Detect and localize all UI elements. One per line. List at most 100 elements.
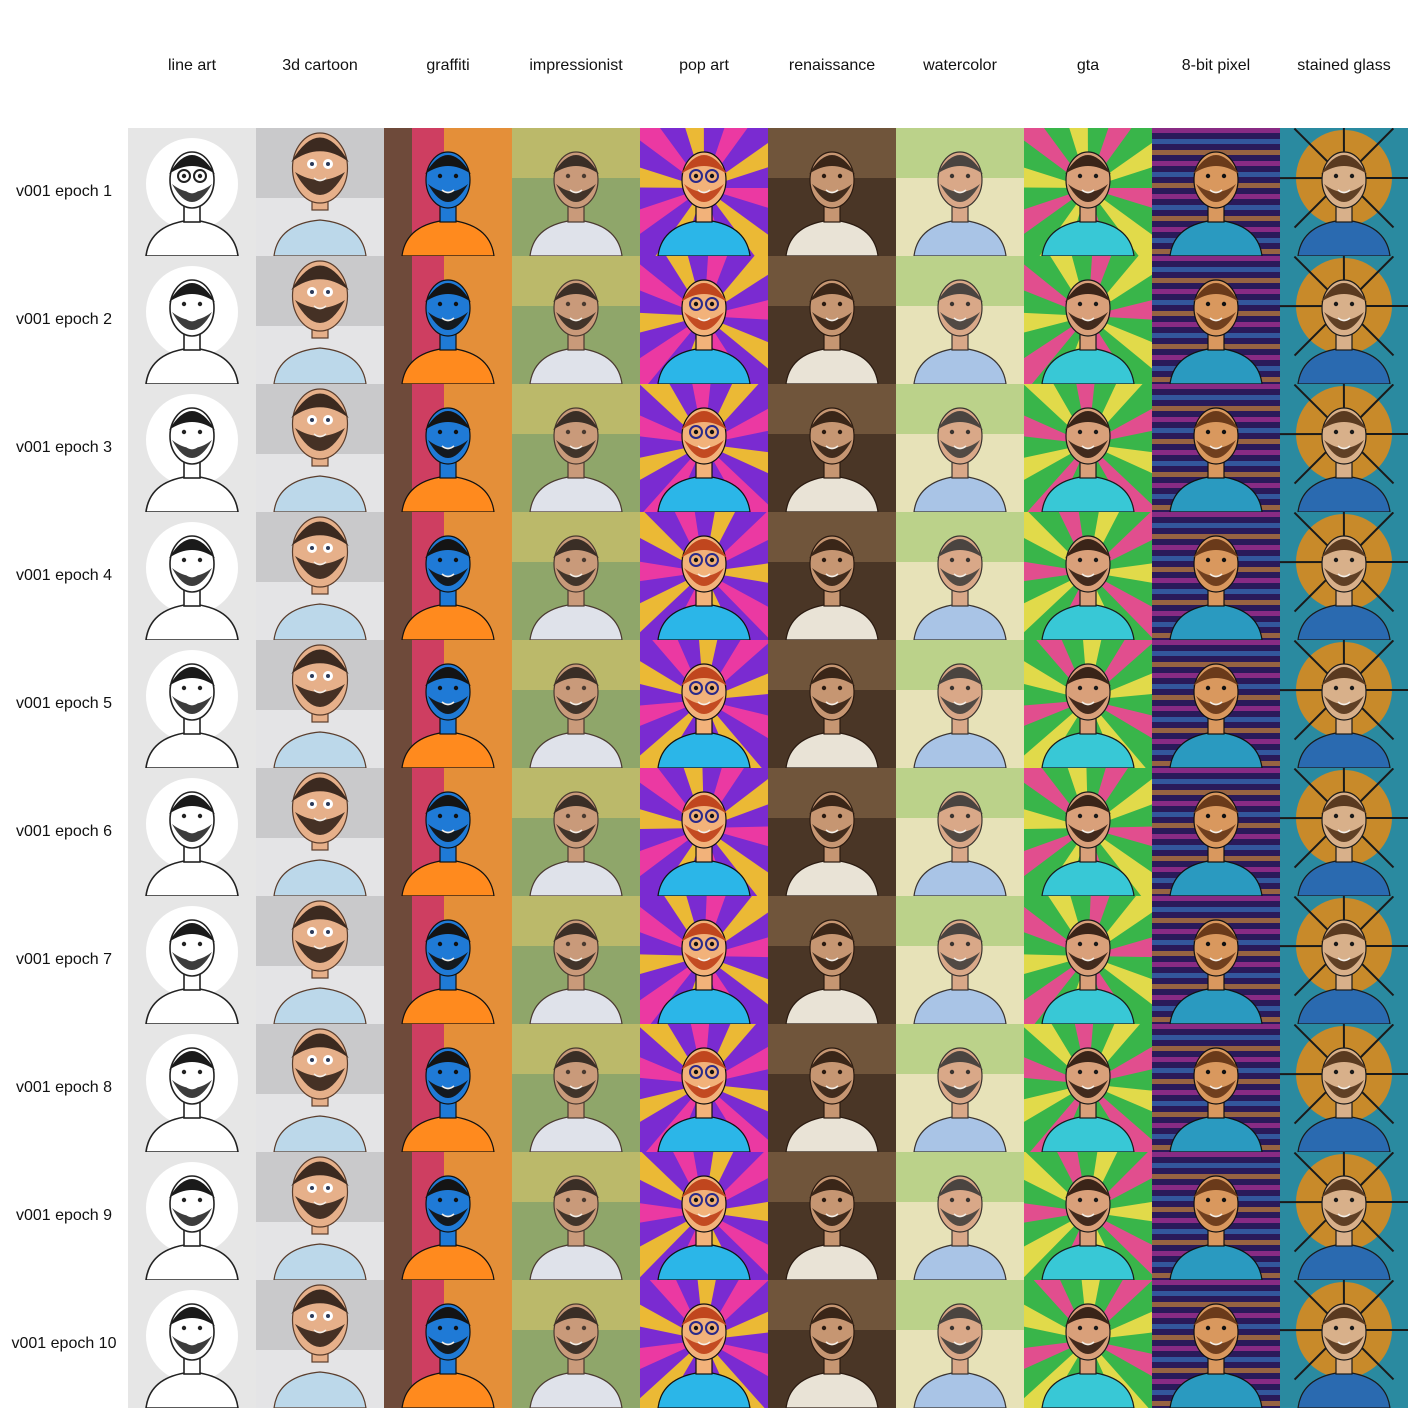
portrait-cell (1024, 384, 1152, 512)
portrait-image (1024, 128, 1152, 256)
portrait-image (256, 1152, 384, 1280)
portrait-cell (256, 1024, 384, 1152)
portrait-cell (128, 1024, 256, 1152)
portrait-cell (256, 256, 384, 384)
portrait-cell (768, 128, 896, 256)
portrait-cell (512, 896, 640, 1024)
portrait-image (128, 896, 256, 1024)
portrait-cell (384, 896, 512, 1024)
portrait-cell (256, 896, 384, 1024)
portrait-cell (1280, 896, 1408, 1024)
portrait-cell (512, 640, 640, 768)
portrait-cell (1152, 896, 1280, 1024)
portrait-cell (640, 640, 768, 768)
portrait-image (896, 896, 1024, 1024)
portrait-cell (1280, 1280, 1408, 1408)
portrait-cell (896, 128, 1024, 256)
portrait-image (256, 1024, 384, 1152)
portrait-cell (896, 512, 1024, 640)
row-label: v001 epoch 5 (15, 695, 113, 712)
portrait-image (1280, 512, 1408, 640)
portrait-cell (1280, 640, 1408, 768)
portrait-image (1280, 384, 1408, 512)
portrait-image (512, 768, 640, 896)
portrait-image (896, 128, 1024, 256)
portrait-image (512, 1152, 640, 1280)
portrait-image (128, 768, 256, 896)
portrait-image (768, 896, 896, 1024)
portrait-image (384, 896, 512, 1024)
portrait-cell (1024, 128, 1152, 256)
portrait-image (640, 1280, 768, 1408)
portrait-image (896, 256, 1024, 384)
portrait-cell (768, 640, 896, 768)
portrait-cell (1024, 1024, 1152, 1152)
portrait-cell (640, 1280, 768, 1408)
portrait-cell (1024, 256, 1152, 384)
portrait-cell (384, 384, 512, 512)
portrait-image (1024, 512, 1152, 640)
portrait-image (768, 256, 896, 384)
column-header: 3d cartoon (282, 57, 358, 74)
portrait-image (1024, 1280, 1152, 1408)
portrait-cell (1152, 1024, 1280, 1152)
portrait-image (1024, 1152, 1152, 1280)
portrait-image (1152, 1024, 1280, 1152)
portrait-cell (896, 1280, 1024, 1408)
portrait-image (384, 1024, 512, 1152)
portrait-cell (512, 1280, 640, 1408)
portrait-image (384, 128, 512, 256)
portrait-image (1280, 896, 1408, 1024)
portrait-cell (1152, 512, 1280, 640)
portrait-cell (896, 256, 1024, 384)
portrait-image (768, 384, 896, 512)
portrait-image (1152, 1280, 1280, 1408)
portrait-cell (512, 128, 640, 256)
portrait-cell (640, 1024, 768, 1152)
portrait-cell (640, 384, 768, 512)
portrait-cell (512, 256, 640, 384)
row-label: v001 epoch 10 (11, 1335, 117, 1352)
portrait-image (768, 1152, 896, 1280)
portrait-cell (1280, 128, 1408, 256)
portrait-cell (128, 128, 256, 256)
portrait-image (256, 640, 384, 768)
portrait-image (256, 384, 384, 512)
portrait-cell (128, 640, 256, 768)
portrait-cell (256, 1152, 384, 1280)
portrait-image (1152, 768, 1280, 896)
portrait-cell (1280, 768, 1408, 896)
portrait-image (256, 896, 384, 1024)
portrait-cell (896, 768, 1024, 896)
portrait-image (1280, 256, 1408, 384)
portrait-image (512, 1024, 640, 1152)
portrait-cell (1280, 256, 1408, 384)
portrait-image (896, 768, 1024, 896)
row-label: v001 epoch 3 (15, 439, 113, 456)
portrait-image (1024, 640, 1152, 768)
portrait-cell (896, 384, 1024, 512)
portrait-cell (1024, 1152, 1152, 1280)
portrait-image (1280, 1280, 1408, 1408)
portrait-image (512, 384, 640, 512)
row-label: v001 epoch 6 (15, 823, 113, 840)
portrait-cell (128, 256, 256, 384)
portrait-cell (1024, 896, 1152, 1024)
portrait-image (768, 512, 896, 640)
portrait-image (1280, 640, 1408, 768)
portrait-cell (1152, 1280, 1280, 1408)
portrait-image (256, 512, 384, 640)
portrait-image (384, 768, 512, 896)
portrait-cell (256, 768, 384, 896)
portrait-image (1280, 128, 1408, 256)
portrait-cell (128, 384, 256, 512)
portrait-image (640, 1152, 768, 1280)
portrait-image (128, 384, 256, 512)
portrait-image (640, 640, 768, 768)
portrait-cell (256, 128, 384, 256)
portrait-cell (512, 768, 640, 896)
portrait-cell (1152, 384, 1280, 512)
portrait-image (1024, 384, 1152, 512)
portrait-image (640, 896, 768, 1024)
portrait-cell (1024, 512, 1152, 640)
